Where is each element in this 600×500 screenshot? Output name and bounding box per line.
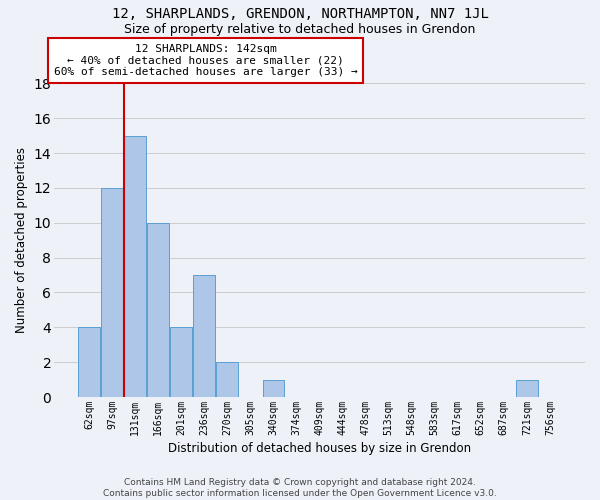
Bar — [217, 362, 238, 397]
Bar — [170, 328, 192, 397]
Bar — [263, 380, 284, 397]
Bar — [101, 188, 123, 397]
Text: 12, SHARPLANDS, GRENDON, NORTHAMPTON, NN7 1JL: 12, SHARPLANDS, GRENDON, NORTHAMPTON, NN… — [112, 8, 488, 22]
X-axis label: Distribution of detached houses by size in Grendon: Distribution of detached houses by size … — [168, 442, 471, 455]
Text: Size of property relative to detached houses in Grendon: Size of property relative to detached ho… — [124, 22, 476, 36]
Bar — [78, 328, 100, 397]
Y-axis label: Number of detached properties: Number of detached properties — [15, 147, 28, 333]
Bar — [148, 223, 169, 397]
Bar — [124, 136, 146, 397]
Text: 12 SHARPLANDS: 142sqm
← 40% of detached houses are smaller (22)
60% of semi-deta: 12 SHARPLANDS: 142sqm ← 40% of detached … — [53, 44, 357, 77]
Text: Contains HM Land Registry data © Crown copyright and database right 2024.
Contai: Contains HM Land Registry data © Crown c… — [103, 478, 497, 498]
Bar — [193, 275, 215, 397]
Bar — [516, 380, 538, 397]
